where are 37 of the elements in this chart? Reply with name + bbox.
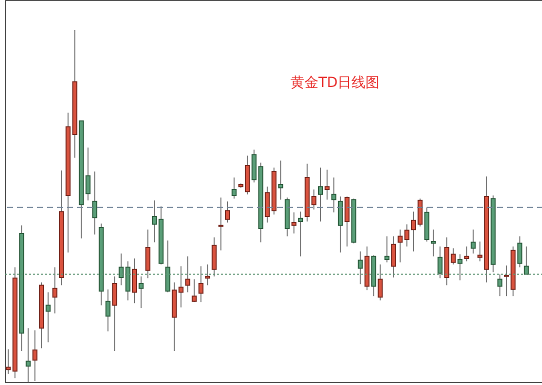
candlestick — [404, 224, 410, 247]
candlestick — [212, 236, 217, 277]
candlestick — [344, 196, 350, 247]
candlestick — [398, 229, 403, 263]
candlestick — [218, 197, 224, 251]
candlestick — [132, 258, 138, 304]
candlestick — [470, 229, 476, 254]
candlestick — [331, 176, 336, 213]
candlestick — [378, 264, 383, 301]
candlestick — [185, 256, 190, 293]
candlestick — [318, 167, 323, 222]
candlestick — [145, 229, 150, 279]
candlestick — [324, 169, 330, 200]
candlestick — [112, 276, 118, 352]
candlestick — [430, 229, 436, 257]
candlestick — [26, 328, 31, 382]
candlestick — [517, 236, 522, 268]
candlestick — [291, 212, 296, 234]
candlestick — [192, 278, 197, 303]
candlestick — [391, 236, 396, 278]
candlestick — [338, 196, 343, 253]
candlestick — [232, 176, 237, 200]
candlestick — [311, 188, 316, 210]
candlestick — [105, 288, 110, 332]
candlestick — [32, 330, 38, 382]
candlestick — [278, 160, 284, 200]
candlestick — [225, 200, 230, 224]
candlestick — [298, 211, 304, 257]
candlestick — [198, 266, 204, 303]
text: 黄金TD日线图 — [290, 75, 380, 91]
candlestick — [464, 246, 470, 262]
candlestick — [52, 266, 58, 314]
candlestick — [205, 264, 210, 286]
candlestick — [46, 292, 51, 343]
candlestick — [450, 248, 456, 265]
candlestick — [384, 236, 390, 263]
candlestick — [92, 171, 98, 236]
